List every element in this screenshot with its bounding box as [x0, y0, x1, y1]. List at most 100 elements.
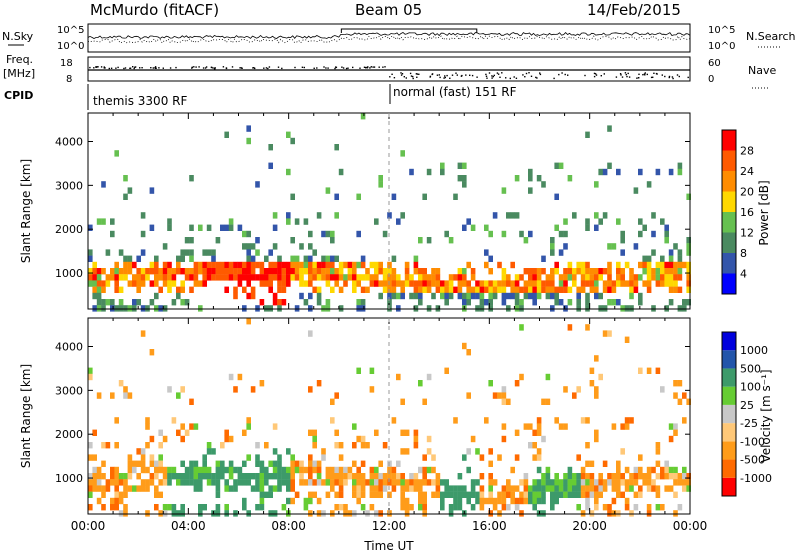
power-cell — [250, 243, 256, 250]
power-cell — [338, 168, 344, 176]
power-cell — [409, 292, 414, 300]
velocity-cell — [167, 386, 172, 393]
velocity-cell — [171, 466, 177, 474]
power-cell — [180, 299, 185, 306]
power-cell — [374, 274, 379, 281]
freq-label-2: [MHz] — [3, 67, 35, 80]
power-cell — [651, 212, 656, 219]
nave-point — [626, 75, 628, 78]
power-cell — [580, 280, 586, 287]
velocity-cell — [206, 479, 212, 486]
power-ylabel: Slant Range [km] — [19, 159, 33, 263]
velocity-cell — [580, 417, 586, 424]
power-colorbar-tick: 8 — [740, 247, 747, 260]
power-cell — [506, 280, 511, 287]
nave-point — [476, 76, 478, 78]
nave-point — [594, 73, 597, 75]
power-cell — [140, 268, 146, 275]
power-cell — [352, 280, 357, 287]
velocity-cell — [488, 510, 493, 517]
power-cell — [611, 299, 617, 306]
power-cell — [136, 299, 141, 306]
velocity-cell — [356, 497, 361, 505]
velocity-cell — [118, 473, 124, 480]
power-cell — [268, 305, 273, 312]
velocity-cell — [96, 473, 102, 480]
velocity-cell — [290, 473, 295, 480]
nave-point — [141, 67, 143, 69]
velocity-cell — [585, 479, 590, 486]
velocity-cell — [506, 491, 511, 498]
velocity-cell — [440, 497, 445, 505]
power-cell — [550, 249, 555, 256]
nave-point — [100, 66, 103, 68]
power-cell — [457, 280, 463, 287]
power-cell — [580, 261, 586, 269]
power-cell — [149, 261, 155, 269]
velocity-cell — [158, 429, 163, 436]
velocity-cell — [418, 380, 423, 387]
velocity-cell — [286, 448, 291, 455]
power-cell — [400, 280, 405, 287]
velocity-cell — [655, 367, 661, 374]
power-cell — [404, 274, 410, 281]
velocity-cell — [286, 473, 291, 480]
power-cell — [356, 274, 361, 281]
power-cell — [360, 299, 366, 306]
velocity-cell — [215, 473, 221, 480]
velocity-cell — [563, 473, 568, 480]
velocity-cell — [554, 417, 559, 424]
power-cell — [312, 286, 317, 293]
velocity-cell — [611, 479, 617, 486]
velocity-cell — [193, 466, 199, 474]
velocity-cell — [620, 479, 625, 486]
power-cell — [378, 181, 383, 188]
velocity-cell — [497, 454, 502, 461]
velocity-cell — [259, 380, 265, 387]
nave-point — [615, 76, 618, 78]
power-cell — [462, 280, 467, 287]
power-cell — [294, 274, 300, 281]
velocity-cell — [422, 510, 427, 517]
velocity-cell — [237, 466, 243, 474]
power-cell — [378, 292, 383, 300]
power-cell — [585, 261, 590, 269]
velocity-cell — [360, 491, 366, 498]
frequency-panel: Freq. [MHz] 18 8 60 0 Nave — [3, 53, 776, 89]
power-cell — [136, 255, 141, 262]
power-cell — [158, 268, 163, 275]
nave-point — [672, 77, 674, 80]
velocity-cell — [176, 510, 181, 517]
power-cell — [281, 280, 287, 287]
power-cell — [352, 268, 357, 275]
power-cell — [677, 249, 683, 256]
power-cell — [558, 162, 564, 169]
nave-point — [378, 66, 380, 68]
power-cell — [228, 274, 234, 281]
nave-point — [403, 76, 405, 78]
power-cell — [299, 243, 304, 250]
velocity-cell — [541, 485, 546, 492]
power-cell — [167, 224, 172, 231]
velocity-cell — [558, 479, 564, 486]
power-cell — [96, 218, 102, 225]
nave-point — [603, 73, 605, 75]
power-cell — [554, 286, 559, 293]
velocity-cell — [299, 460, 304, 467]
power-cell — [501, 280, 507, 287]
velocity-cell — [668, 435, 674, 443]
velocity-cell — [88, 504, 93, 511]
nave-point — [644, 72, 646, 74]
nave-point — [150, 67, 152, 69]
velocity-cell — [391, 466, 397, 474]
velocity-cell — [96, 392, 102, 399]
power-cell — [206, 224, 212, 231]
power-cell — [510, 286, 515, 293]
velocity-cell — [488, 473, 493, 480]
power-cell — [501, 274, 507, 281]
power-colorbar-swatch — [722, 150, 736, 171]
velocity-cell — [88, 473, 93, 480]
nave-point — [535, 76, 537, 79]
power-cell — [308, 305, 313, 312]
